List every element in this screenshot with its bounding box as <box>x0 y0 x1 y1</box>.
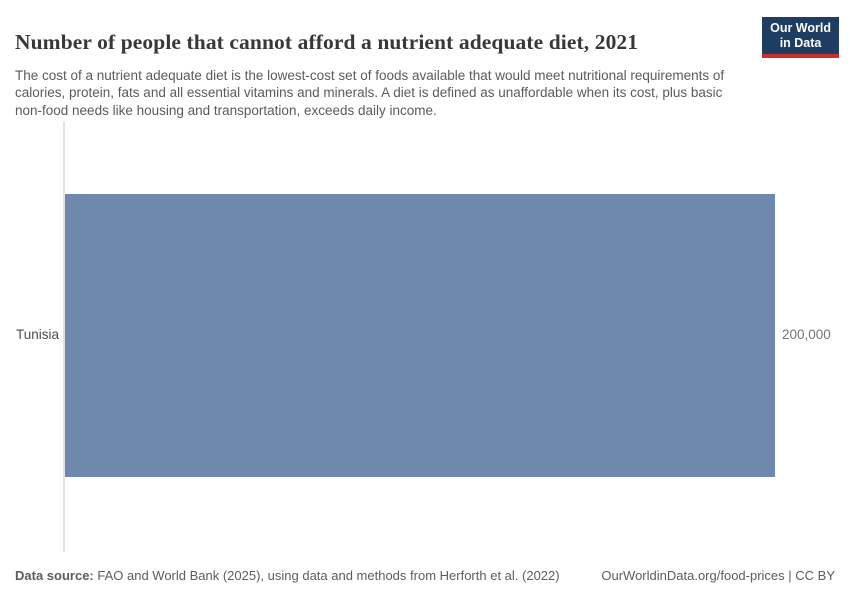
bar-value-label: 200,000 <box>782 327 831 342</box>
owid-logo-line2: in Data <box>779 36 822 50</box>
chart-title: Number of people that cannot afford a nu… <box>15 30 639 55</box>
chart-footer: Data source: FAO and World Bank (2025), … <box>15 568 835 583</box>
owid-logo-line1: Our World <box>770 21 831 35</box>
owid-logo: Our World in Data <box>762 17 839 58</box>
data-source-label: Data source: <box>15 568 94 583</box>
data-source-note: Data source: FAO and World Bank (2025), … <box>15 568 560 583</box>
bar-track <box>65 194 775 477</box>
owid-url-link[interactable]: OurWorldinData.org/food-prices | CC BY <box>601 568 835 583</box>
y-axis-line <box>63 121 65 552</box>
chart-subtitle: The cost of a nutrient adequate diet is … <box>15 67 725 118</box>
bar-tunisia[interactable] <box>65 194 775 477</box>
data-source-text: FAO and World Bank (2025), using data an… <box>93 568 560 583</box>
entity-label-tunisia: Tunisia <box>15 327 59 342</box>
